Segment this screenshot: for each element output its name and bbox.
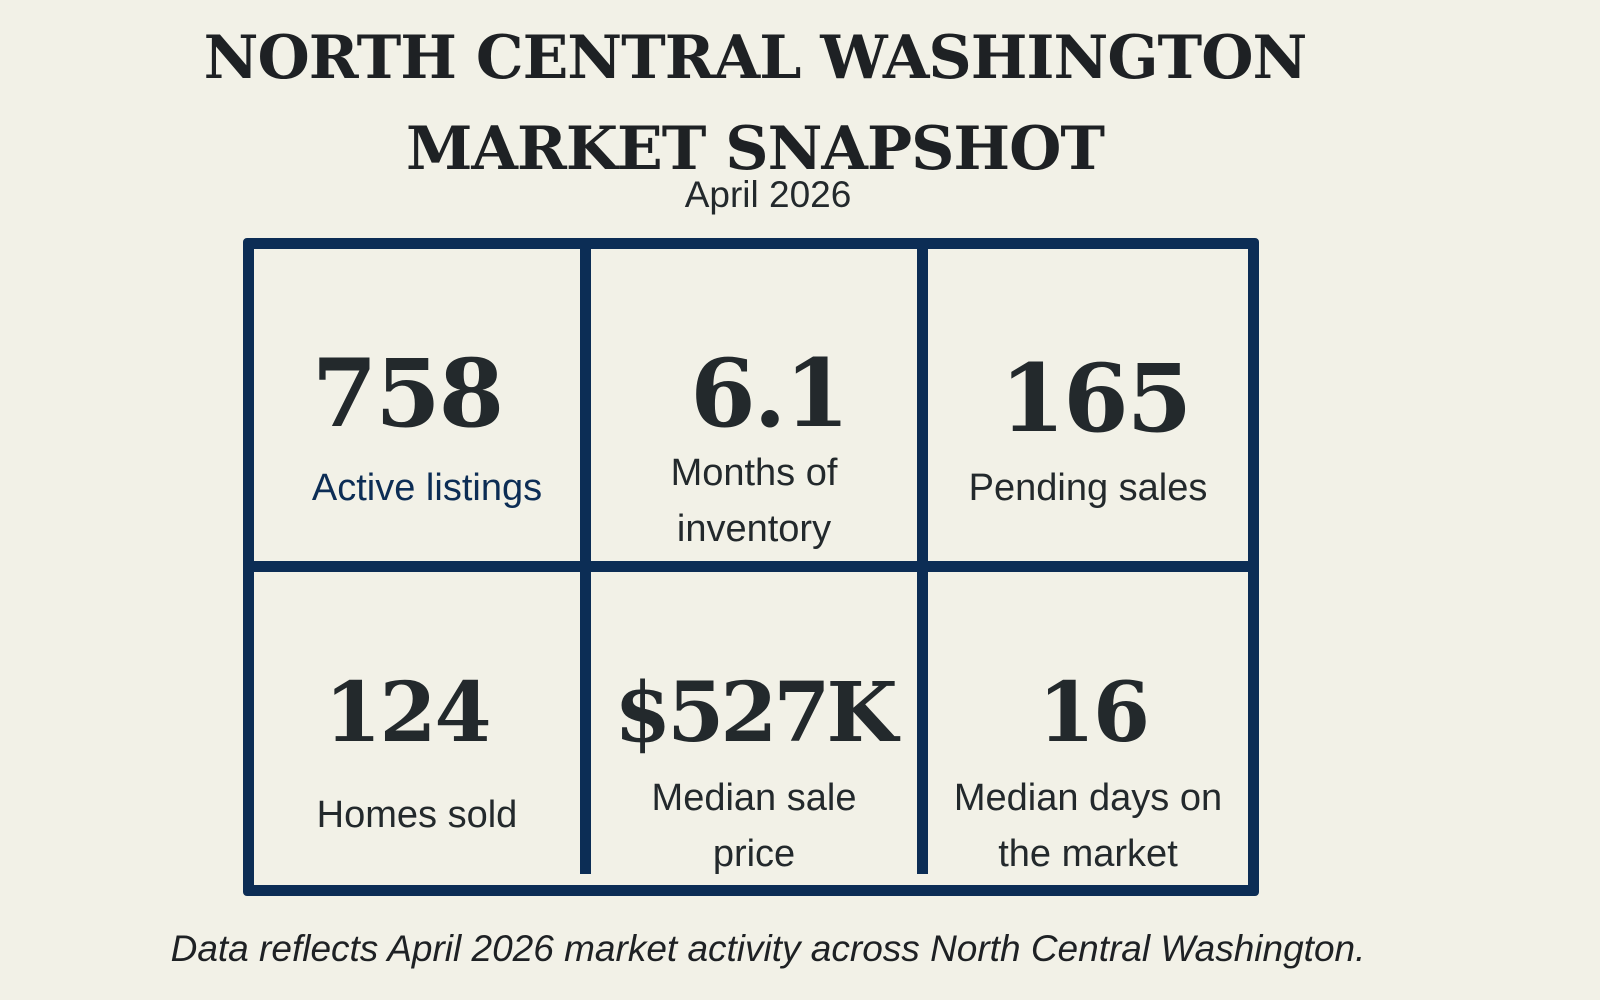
grid-divider	[917, 572, 928, 874]
grid-divider	[917, 249, 928, 561]
grid-divider	[580, 249, 591, 561]
page-title-line-1: NORTH CENTRAL WASHINGTON	[203, 23, 1308, 93]
stat-value-pending-sales: 165	[999, 344, 1192, 454]
grid-divider	[928, 561, 1248, 572]
grid-divider	[580, 561, 591, 572]
stat-cell-homes-sold: 124 Homes sold	[254, 572, 580, 874]
grid-divider	[591, 561, 917, 572]
stat-label-months-inventory: Months of inventory	[670, 452, 838, 550]
grid-divider	[580, 572, 591, 874]
stat-cell-pending-sales: 165 Pending sales	[928, 249, 1248, 561]
stat-value-months-inventory: 6.1	[690, 339, 850, 449]
stat-value-homes-sold: 124	[324, 665, 491, 761]
stat-label-median-days-on-market: Median days on the market	[953, 777, 1223, 875]
stat-cell-active-listings: 758 Active listings	[254, 249, 580, 561]
grid-divider	[254, 561, 580, 572]
stat-label-active-listings: Active listings	[311, 467, 543, 509]
stat-label-homes-sold: Homes sold	[316, 794, 518, 836]
stat-cell-months-inventory: 6.1 Months of inventory	[591, 249, 917, 561]
grid-divider	[917, 561, 928, 572]
stats-grid: 758 Active listings 6.1 Months of invent…	[243, 238, 1259, 896]
page-title-line-2: MARKET SNAPSHOT	[405, 114, 1105, 184]
stat-value-median-days-on-market: 16	[1037, 665, 1150, 761]
report-period: April 2026	[684, 174, 852, 215]
stat-value-active-listings: 758	[311, 339, 504, 449]
stat-cell-median-sale-price: $527K Median sale price	[591, 572, 917, 875]
stat-label-pending-sales: Pending sales	[968, 467, 1208, 509]
footer-note: Data reflects April 2026 market activity…	[170, 928, 1366, 969]
stat-value-median-sale-price: $527K	[614, 665, 898, 761]
stat-cell-median-days-on-market: 16 Median days on the market	[928, 572, 1248, 875]
stat-label-median-sale-price: Median sale price	[651, 777, 857, 875]
